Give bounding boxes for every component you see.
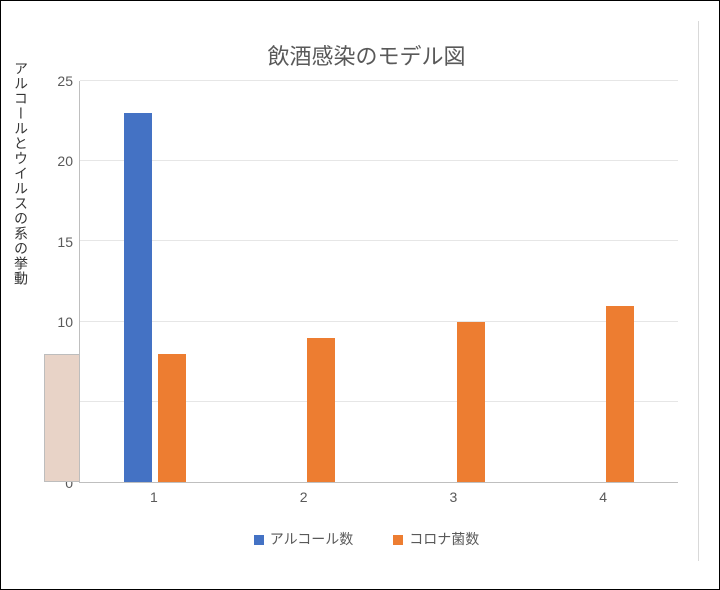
x-tick-label: 4 (599, 489, 607, 505)
plot-area (79, 81, 678, 483)
y-axis-title: アルコールとウイルスの系の挙動 (11, 21, 35, 441)
bar (457, 322, 485, 482)
legend-swatch (393, 535, 403, 545)
chart-container: アルコールとウイルスの系の挙動 飲酒感染のモデル図 0510152025 123… (0, 0, 720, 590)
plot-wrap: 0510152025 (35, 81, 698, 483)
legend-item: コロナ菌数 (393, 529, 479, 549)
legend-item: アルコール数 (254, 529, 354, 549)
chart-panel: 飲酒感染のモデル図 0510152025 1234 アルコール数コロナ菌数 (35, 21, 699, 561)
x-tick-label: 1 (150, 489, 158, 505)
category-group (572, 81, 634, 482)
bar (606, 306, 634, 482)
category-group (273, 81, 335, 482)
legend-label: コロナ菌数 (409, 531, 479, 547)
ghost-bar (44, 354, 80, 482)
y-tick-label: 15 (57, 234, 73, 250)
bar (158, 354, 186, 482)
legend-label: アルコール数 (270, 531, 354, 547)
bar (124, 113, 152, 482)
x-tick-label: 3 (449, 489, 457, 505)
x-axis-labels: 1 2 3 4 (79, 483, 678, 517)
y-tick-label: 20 (57, 153, 73, 169)
bar (307, 338, 335, 482)
y-tick-label: 25 (57, 73, 73, 89)
category-group (423, 81, 485, 482)
x-tick-label: 2 (300, 489, 308, 505)
legend-swatch (254, 535, 264, 545)
category-group (124, 81, 186, 482)
legend: アルコール数 コロナ菌数 (35, 517, 698, 561)
chart-title: 飲酒感染のモデル図 (35, 21, 698, 81)
y-tick-label: 10 (57, 314, 73, 330)
